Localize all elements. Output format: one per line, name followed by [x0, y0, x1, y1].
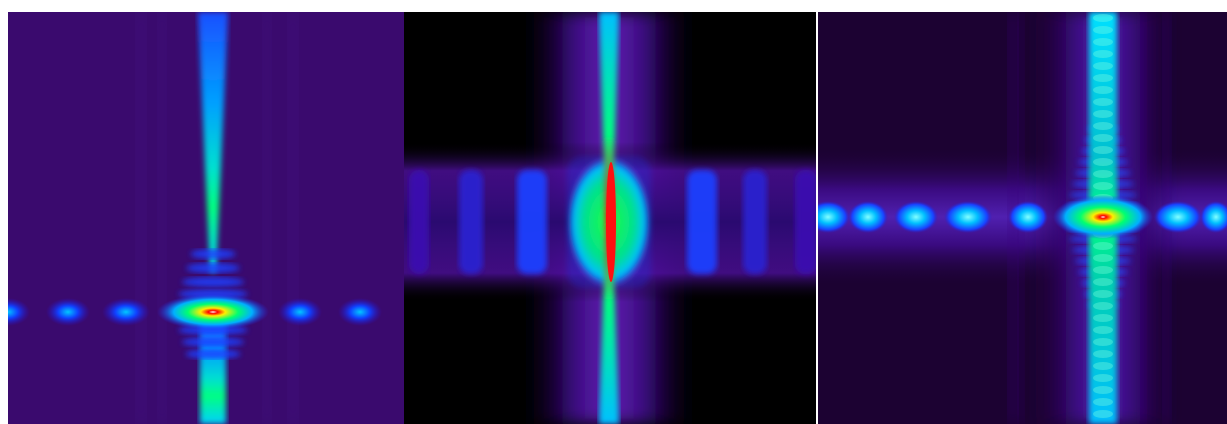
central-peak: [157, 294, 269, 330]
side-lobe: [795, 170, 816, 274]
stream-bead: [1093, 62, 1113, 70]
stream-bead: [1093, 110, 1113, 118]
stream-bead: [1093, 374, 1113, 382]
side-lobe: [687, 170, 717, 274]
faint-band: [158, 12, 166, 424]
side-lobe: [517, 170, 547, 274]
fringe-ellipse: [186, 263, 240, 273]
side-lobe: [1154, 201, 1202, 233]
stream-bead: [1093, 14, 1113, 22]
side-lobe: [944, 201, 992, 233]
central-peak: [606, 162, 616, 282]
side-lobe: [818, 201, 850, 233]
stream-bead: [1093, 290, 1113, 298]
side-lobe: [338, 298, 382, 326]
stream-bead: [1093, 398, 1113, 406]
side-lobe: [743, 170, 767, 274]
side-lobe: [278, 298, 322, 326]
diffraction-panel-b: [404, 12, 816, 424]
stream-bead: [1093, 26, 1113, 34]
diffraction-panel-c: [818, 12, 1227, 424]
stream-bead: [1093, 350, 1113, 358]
stream-bead: [1093, 146, 1113, 154]
stream-bead: [1093, 326, 1113, 334]
stream-bead: [1093, 170, 1113, 178]
stream-bead: [1093, 158, 1113, 166]
stream-bead: [1093, 266, 1113, 274]
side-lobe: [848, 201, 888, 233]
stream-bead: [1093, 182, 1113, 190]
side-lobe: [1200, 201, 1227, 233]
stream-bead: [1093, 242, 1113, 250]
side-lobe: [46, 298, 90, 326]
fringe-ellipse: [190, 249, 236, 259]
stream-bead: [1093, 50, 1113, 58]
diffraction-panel-a: [8, 12, 404, 424]
stream-bead: [1093, 86, 1113, 94]
side-lobe: [894, 201, 938, 233]
faint-band: [263, 12, 271, 424]
fringe-ellipse: [182, 277, 244, 287]
side-lobe: [102, 298, 150, 326]
faint-band: [136, 12, 146, 424]
pattern-svg: [818, 12, 1227, 424]
side-lobe: [459, 170, 483, 274]
fringe-ellipse: [185, 349, 241, 359]
stream-bead: [1093, 386, 1113, 394]
side-lobe: [409, 170, 429, 274]
faint-band: [288, 12, 298, 424]
central-peak: [1053, 195, 1153, 239]
stream-bead: [1093, 338, 1113, 346]
stream-bead: [1093, 410, 1113, 418]
side-lobe: [8, 298, 30, 326]
stream-bead: [1093, 254, 1113, 262]
stream-bead: [1093, 302, 1113, 310]
stream-bead: [1093, 98, 1113, 106]
fringe-ellipse: [182, 337, 244, 347]
vertical-streak-upper: [198, 12, 228, 272]
stream-bead: [1093, 134, 1113, 142]
stream-bead: [1093, 278, 1113, 286]
stream-bead: [1093, 38, 1113, 46]
pattern-svg: [404, 12, 816, 424]
stream-bead: [1093, 74, 1113, 82]
stream-bead: [1093, 314, 1113, 322]
pattern-svg: [8, 12, 404, 424]
side-lobe: [1008, 201, 1048, 233]
stream-bead: [1093, 362, 1113, 370]
stream-bead: [1093, 122, 1113, 130]
